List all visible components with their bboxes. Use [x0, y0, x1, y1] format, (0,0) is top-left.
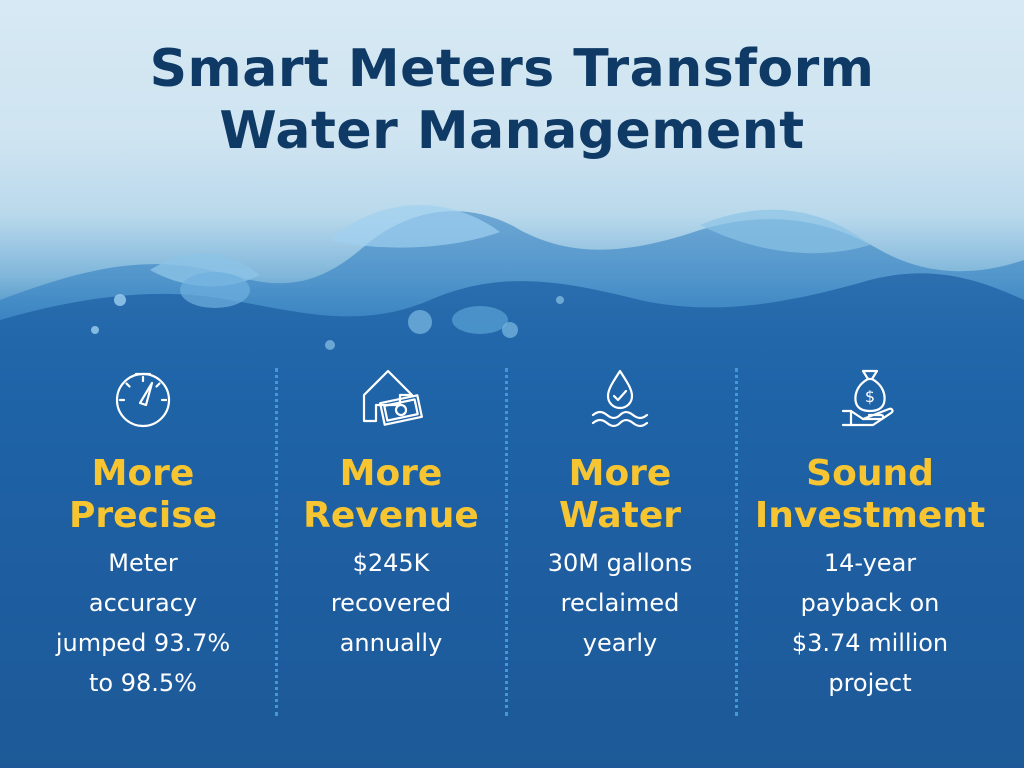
title-line-2: Water Management	[219, 101, 805, 161]
benefit-heading: More Water	[558, 453, 682, 536]
benefit-description: $245K recovered annually	[330, 549, 452, 657]
benefit-precise: More Precise Meter accuracy jumped 93.7%…	[28, 365, 258, 725]
money-bag-hand-icon: $	[841, 369, 894, 427]
column-divider-2	[505, 368, 508, 716]
benefit-water: More Water 30M gallons reclaimed yearly	[505, 365, 735, 725]
benefit-description: Meter accuracy jumped 93.7% to 98.5%	[55, 549, 231, 697]
benefit-investment: $ Sound Investment 14-year payback on $3…	[740, 365, 1000, 725]
page-title: Smart Meters Transform Water Management	[0, 38, 1024, 162]
benefit-description: 30M gallons reclaimed yearly	[547, 549, 693, 657]
column-divider-1	[275, 368, 278, 716]
money-up-arrow-icon	[362, 369, 423, 426]
water-drop-check-icon	[591, 369, 649, 428]
column-divider-3	[735, 368, 738, 716]
svg-text:$: $	[865, 387, 875, 406]
gauge-icon	[115, 372, 171, 428]
benefit-revenue: More Revenue $245K recovered annually	[276, 365, 506, 725]
benefit-heading: More Revenue	[303, 453, 479, 536]
benefit-heading: More Precise	[68, 453, 218, 536]
title-line-1: Smart Meters Transform	[149, 39, 875, 99]
benefit-description: 14-year payback on $3.74 million project	[791, 549, 949, 697]
benefit-heading: Sound Investment	[754, 453, 986, 536]
